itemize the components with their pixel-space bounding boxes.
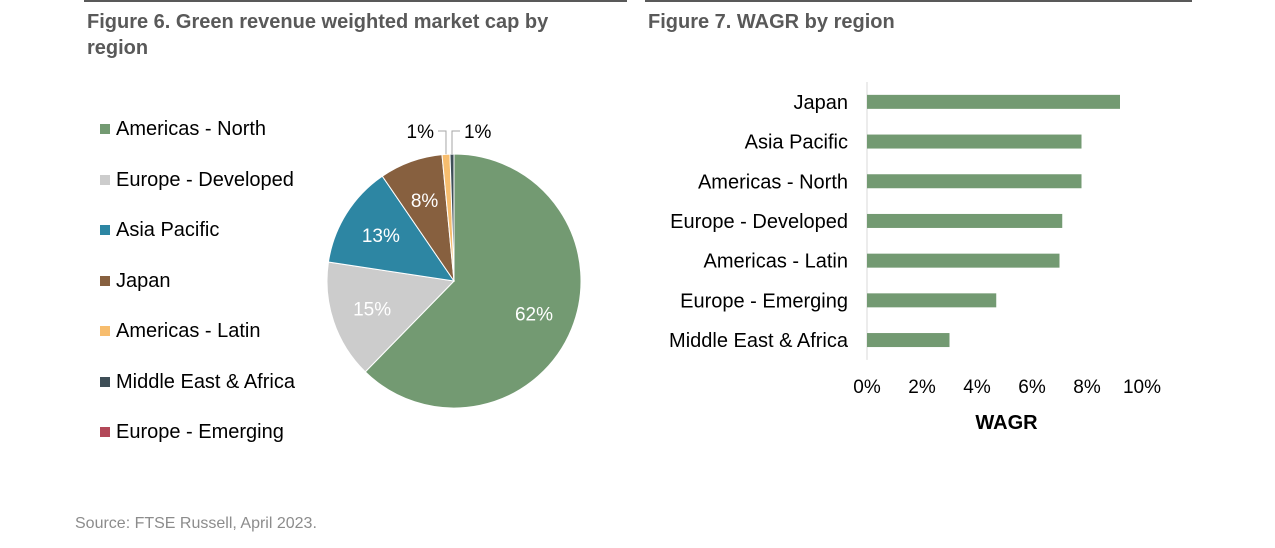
bar-americas-latin <box>867 253 1060 268</box>
figure7-title: Figure 7. WAGR by region <box>648 11 895 33</box>
legend-swatch <box>100 427 110 437</box>
wagr-bar-chart: Japan Asia Pacific Americas - North Europe … <box>669 82 1161 434</box>
x-tick-label: 6% <box>1018 377 1046 398</box>
x-axis-label: WAGR <box>975 412 1038 434</box>
legend-swatch <box>100 225 110 235</box>
pie-label-americas-north: 62% <box>515 305 553 326</box>
legend-swatch <box>100 124 110 134</box>
category-label-asia-pacific: Asia Pacific <box>745 132 848 154</box>
bar-americas-north <box>867 174 1082 189</box>
pie-label-europe-developed: 15% <box>353 299 391 320</box>
x-tick-label: 2% <box>908 377 936 398</box>
bar-japan <box>867 94 1120 109</box>
pie-slice-europe-developed <box>326 261 456 373</box>
category-label-europe-developed: Europe - Developed <box>670 211 848 233</box>
x-tick-label: 4% <box>963 377 991 398</box>
legend-swatch <box>100 376 110 387</box>
legend-swatch <box>100 174 110 185</box>
source-note: Source: FTSE Russell, April 2023. <box>75 515 317 532</box>
pie-slice-asia-pacific <box>327 175 456 282</box>
pie-label-asia-pacific: 13% <box>362 226 400 247</box>
pie-chart: 62% 15% 13% 8% 1% 1% <box>326 122 582 409</box>
pie-leader-middle-east-africa <box>451 130 460 155</box>
category-label-japan: Japan <box>794 92 849 114</box>
legend-swatch <box>100 275 110 286</box>
legend-label: Europe - Developed <box>116 168 294 191</box>
pie-label-americas-latin: 1% <box>407 122 435 143</box>
legend-label: Japan <box>116 269 171 292</box>
category-label-americas-north: Americas - North <box>698 171 848 193</box>
category-label-europe-emerging: Europe - Emerging <box>680 290 848 312</box>
pie-slice-americas-north <box>364 153 582 409</box>
legend-label: Americas - North <box>116 118 267 140</box>
pie-leader-americas-latin <box>437 130 447 155</box>
bar-europe-developed <box>867 213 1063 228</box>
bar-asia-pacific <box>867 134 1082 149</box>
x-tick-label: 0% <box>853 377 881 398</box>
legend-label: Middle East & Africa <box>116 370 295 393</box>
x-tick-label: 8% <box>1073 377 1101 398</box>
legend-label: Europe - Emerging <box>116 421 284 443</box>
bar-europe-emerging <box>867 293 997 308</box>
pie-label-middle-east-africa: 1% <box>464 122 492 143</box>
fig7-top-rule <box>645 0 1192 2</box>
legend-swatch <box>100 326 110 336</box>
legend-label: Asia Pacific <box>116 219 220 241</box>
legend-label: Americas - Latin <box>116 320 261 342</box>
figure6-title: Figure 6. Green revenue weighted market … <box>87 11 549 59</box>
pie-label-japan: 8% <box>411 191 439 212</box>
fig6-top-rule <box>84 0 627 2</box>
category-label-americas-latin: Americas - Latin <box>704 251 849 273</box>
category-label-middle-east-africa: Middle East & Africa <box>669 330 849 352</box>
x-tick-label: 10% <box>1123 377 1161 398</box>
bar-middle-east-africa <box>867 333 950 348</box>
